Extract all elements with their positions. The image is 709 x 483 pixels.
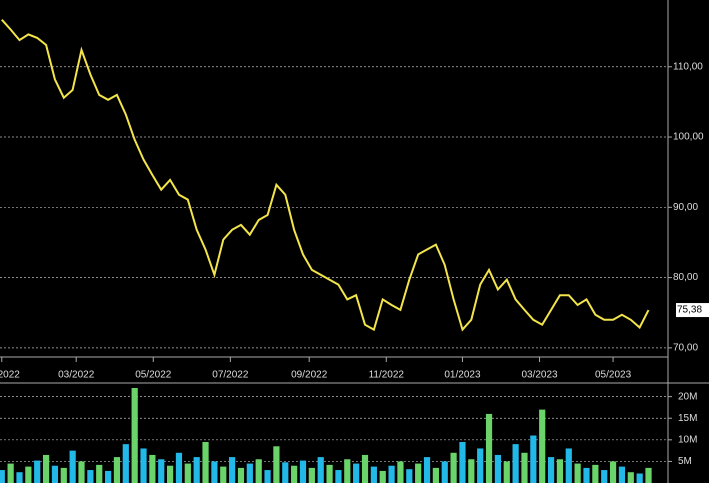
x-tick-label: 05/2023 <box>595 370 632 381</box>
volume-bar <box>574 463 581 483</box>
volume-bar <box>87 470 94 483</box>
volume-bar <box>264 470 271 483</box>
volume-bar <box>282 462 289 483</box>
y-tick-label: 80,00 <box>673 272 698 283</box>
volume-bar <box>583 467 590 483</box>
volume-bar <box>388 465 395 483</box>
last-value-label: 75,38 <box>677 305 702 316</box>
x-tick-label: 09/2022 <box>291 370 328 381</box>
volume-bar <box>512 444 519 483</box>
volume-bar <box>441 461 448 483</box>
volume-bar <box>609 461 617 483</box>
volume-bar <box>299 460 307 483</box>
volume-bar <box>211 461 218 483</box>
volume-bar <box>42 454 50 483</box>
volume-bar <box>193 457 200 483</box>
volume-bar <box>69 450 76 483</box>
volume-bar <box>291 465 298 483</box>
volume-bar <box>60 467 67 483</box>
volume-bar <box>149 454 156 483</box>
x-tick-label: 05/2022 <box>135 370 172 381</box>
volume-bar <box>184 463 191 483</box>
x-tick-label: 01/2022 <box>0 370 20 381</box>
volume-bar <box>308 467 315 483</box>
volume-bar <box>423 457 431 483</box>
volume-bar <box>618 466 626 483</box>
y-tick-label: 10M <box>678 434 697 445</box>
x-tick-label: 01/2023 <box>444 370 481 381</box>
volume-bar <box>96 464 103 483</box>
volume-bar <box>415 463 422 483</box>
y-tick-label: 5M <box>678 456 692 467</box>
volume-bar <box>237 467 245 483</box>
volume-bar <box>220 466 227 483</box>
volume-bar <box>122 444 129 483</box>
volume-bar <box>494 454 501 483</box>
volume-bar <box>0 470 5 483</box>
volume-bar <box>229 457 236 483</box>
y-tick-label: 90,00 <box>673 202 698 213</box>
volume-bar <box>113 457 121 483</box>
y-tick-label: 20M <box>678 391 697 402</box>
volume-bar <box>565 448 572 483</box>
volume-bar <box>167 465 174 483</box>
volume-bar <box>131 388 138 483</box>
volume-bar <box>379 470 386 483</box>
volume-bar <box>601 470 608 483</box>
volume-bar <box>317 457 324 483</box>
volume-bar <box>459 441 466 483</box>
volume-bar <box>246 463 253 483</box>
volume-bar <box>353 463 360 483</box>
last-value-box <box>676 303 709 318</box>
x-tick-label: 03/2023 <box>521 370 558 381</box>
volume-bar <box>406 469 413 483</box>
volume-bar <box>592 464 599 483</box>
volume-bar <box>202 441 209 483</box>
volume-bar <box>547 457 555 483</box>
volume-bar <box>175 452 183 483</box>
volume-bar <box>104 470 112 483</box>
volume-bar <box>477 448 484 483</box>
volume-bar <box>7 463 14 483</box>
volume-bar <box>556 459 564 483</box>
x-tick-label: 07/2022 <box>212 370 249 381</box>
volume-bar <box>51 465 59 483</box>
y-tick-label: 100,00 <box>673 132 704 143</box>
volume-bar <box>78 461 85 483</box>
volume-bar <box>485 413 493 483</box>
volume-bar <box>140 448 147 483</box>
volume-bar <box>16 472 23 483</box>
volume-bar <box>344 459 351 483</box>
price-line <box>1 19 650 332</box>
volume-bar <box>34 460 41 483</box>
volume-bar <box>273 446 280 483</box>
y-tick-label: 110,00 <box>673 61 703 72</box>
volume-bar <box>539 409 546 483</box>
volume-bar <box>636 473 643 483</box>
volume-bar <box>255 459 262 483</box>
x-tick-label: 11/2022 <box>369 370 405 381</box>
volume-bar <box>432 467 439 483</box>
volume-bar <box>503 461 510 483</box>
x-tick-label: 03/2022 <box>58 370 95 381</box>
volume-bar <box>25 466 32 483</box>
volume-bar <box>335 470 342 483</box>
volume-bar <box>450 452 457 483</box>
volume-bar <box>468 459 475 483</box>
volume-bar <box>627 472 634 483</box>
volume-bar <box>361 454 369 483</box>
volume-bar <box>370 466 377 483</box>
volume-bar <box>645 467 652 483</box>
volume-bar <box>158 459 165 483</box>
volume-bar <box>530 435 537 483</box>
volume-bar <box>397 461 404 483</box>
volume-bar <box>326 464 333 483</box>
volume-bar <box>521 452 528 483</box>
y-tick-label: 70,00 <box>673 343 698 354</box>
y-tick-label: 15M <box>678 413 697 424</box>
